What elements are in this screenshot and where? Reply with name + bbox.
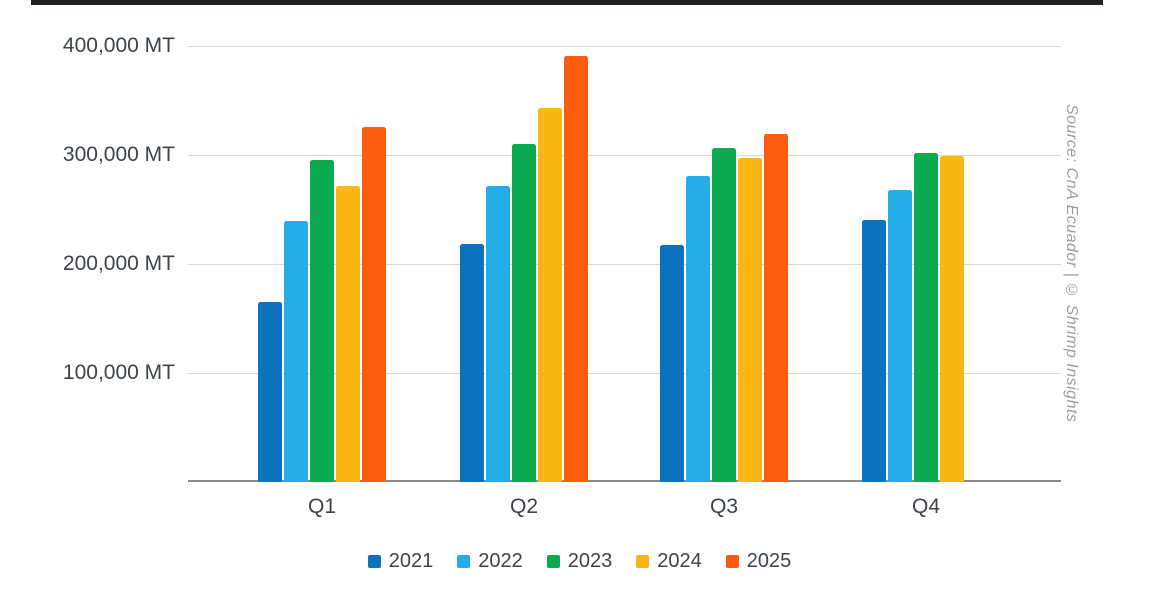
legend-label-2025: 2025: [746, 549, 792, 572]
bar-2021-q3[interactable]: [660, 245, 684, 482]
legend-label-2021: 2021: [388, 549, 434, 572]
legend-item-2021[interactable]: 2021: [367, 549, 434, 573]
y-axis-tick-label: 400,000 MT: [62, 34, 175, 57]
gridline: [188, 46, 1061, 47]
y-axis-tick-label: 200,000 MT: [62, 252, 175, 275]
bar-2023-q3[interactable]: [712, 148, 736, 482]
legend-swatch-2023: [546, 554, 560, 568]
bar-2022-q4[interactable]: [888, 190, 912, 482]
gridline: [188, 264, 1061, 265]
bar-2022-q1[interactable]: [284, 221, 308, 482]
x-axis-line: [188, 480, 1061, 482]
legend-item-2025[interactable]: 2025: [725, 549, 792, 573]
y-axis-tick-label: 100,000 MT: [62, 361, 175, 384]
legend-swatch-2022: [457, 554, 471, 568]
bar-2024-q1[interactable]: [336, 186, 360, 482]
y-axis-tick-label: 300,000 MT: [62, 143, 175, 166]
bar-2022-q3[interactable]: [686, 176, 710, 482]
legend-swatch-2025: [725, 554, 739, 568]
legend-item-2023[interactable]: 2023: [546, 549, 613, 573]
legend-label-2023: 2023: [567, 549, 613, 572]
bar-2024-q4[interactable]: [940, 156, 964, 482]
bar-2025-q1[interactable]: [362, 127, 386, 482]
legend-swatch-2021: [367, 554, 381, 568]
x-axis-label-q3: Q3: [709, 495, 738, 518]
legend-label-2022: 2022: [478, 549, 523, 572]
gridline: [188, 373, 1061, 374]
top-border-bar: [31, 0, 1103, 5]
bar-2025-q2[interactable]: [564, 56, 588, 482]
bar-2021-q4[interactable]: [862, 220, 886, 482]
bar-2023-q1[interactable]: [310, 160, 334, 482]
bar-2023-q4[interactable]: [914, 153, 938, 482]
legend-swatch-2024: [636, 554, 650, 568]
x-axis-label-q4: Q4: [911, 495, 940, 518]
bar-2021-q1[interactable]: [258, 302, 282, 482]
x-axis-label-q2: Q2: [509, 495, 538, 518]
legend-item-2022[interactable]: 2022: [457, 550, 523, 573]
bar-2023-q2[interactable]: [512, 144, 536, 482]
x-axis-label-q1: Q1: [307, 495, 336, 518]
bar-2024-q3[interactable]: [738, 158, 762, 482]
bar-2024-q2[interactable]: [538, 108, 562, 482]
legend-item-2024[interactable]: 2024: [636, 550, 702, 573]
source-note: Source: CnA Ecuador | © Shrimp Insights: [1063, 104, 1080, 423]
bar-2022-q2[interactable]: [486, 186, 510, 482]
legend-label-2024: 2024: [657, 549, 702, 572]
bar-2025-q3[interactable]: [764, 134, 788, 482]
gridline: [188, 155, 1061, 156]
bar-2021-q2[interactable]: [460, 244, 484, 482]
chart-legend: 2021 2022 2023 2024 2025: [0, 546, 1159, 576]
